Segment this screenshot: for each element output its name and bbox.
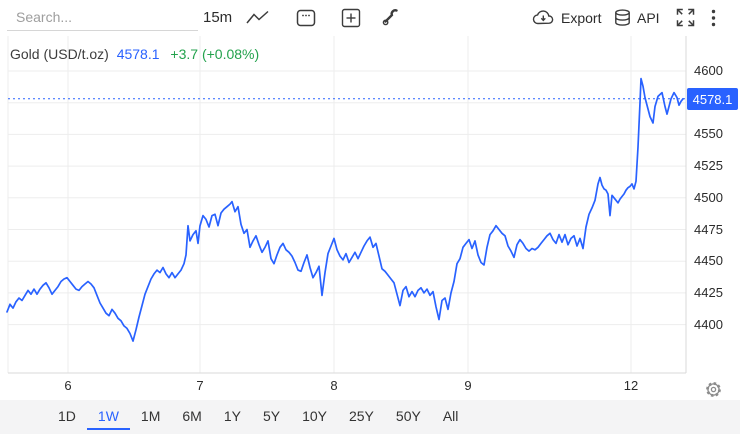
y-axis-label: 4425 <box>694 285 723 300</box>
indicators-button[interactable] <box>381 0 400 35</box>
y-axis-label: 4450 <box>694 253 723 268</box>
wrench-icon <box>381 8 400 27</box>
price-change-value: +3.7 (+0.08%) <box>170 46 260 62</box>
api-label: API <box>637 9 660 26</box>
last-price-value: 4578.1 <box>116 46 160 62</box>
y-axis-label: 4500 <box>694 190 723 205</box>
toolbar: 15m <box>0 0 740 36</box>
y-axis-label: 4525 <box>694 158 723 173</box>
x-axis-label: 7 <box>196 378 204 393</box>
gear-icon <box>704 382 723 402</box>
current-price-badge: 4578.1 <box>687 88 738 110</box>
calendar-icon <box>296 8 316 28</box>
search-input[interactable] <box>7 3 198 30</box>
y-axis-label: 4550 <box>694 126 723 141</box>
fullscreen-button[interactable] <box>676 0 695 35</box>
range-button-1m[interactable]: 1M <box>130 403 171 430</box>
calendar-button[interactable] <box>296 0 316 35</box>
range-button-1w[interactable]: 1W <box>86 403 130 430</box>
database-icon <box>614 8 631 27</box>
plus-square-icon <box>341 8 361 28</box>
range-button-1d[interactable]: 1D <box>47 403 87 430</box>
range-button-10y[interactable]: 10Y <box>291 403 338 430</box>
range-button-5y[interactable]: 5Y <box>252 403 291 430</box>
export-label: Export <box>561 9 602 26</box>
range-button-1y[interactable]: 1Y <box>213 403 252 430</box>
search-field <box>7 3 198 31</box>
api-button[interactable]: API <box>614 0 660 35</box>
x-axis-label: 8 <box>330 378 338 393</box>
y-axis-label: 4400 <box>694 317 723 332</box>
y-axis-label: 4475 <box>694 222 723 237</box>
fullscreen-expand-icon <box>676 8 695 27</box>
chart-settings-button[interactable] <box>703 380 723 400</box>
more-menu-button[interactable] <box>711 0 716 35</box>
x-axis-label: 6 <box>64 378 72 393</box>
x-axis-label: 9 <box>464 378 472 393</box>
x-axis-label: 12 <box>623 378 639 393</box>
kebab-menu-icon <box>711 9 716 27</box>
export-button[interactable]: Export <box>532 0 601 35</box>
interval-dropdown[interactable]: 15m <box>203 0 232 35</box>
chart-legend: Gold (USD/t.oz) 4578.1 +3.7 (+0.08%) <box>10 46 259 62</box>
range-button-50y[interactable]: 50Y <box>385 403 432 430</box>
cloud-download-icon <box>532 9 555 26</box>
chart-type-button[interactable] <box>246 0 269 35</box>
range-button-all[interactable]: All <box>432 403 470 430</box>
range-button-25y[interactable]: 25Y <box>338 403 385 430</box>
range-button-6m[interactable]: 6M <box>171 403 212 430</box>
price-series-line <box>6 77 684 342</box>
range-selector-bar: 1D 1W 1M 6M 1Y 5Y 10Y 25Y 50Y All <box>0 400 740 434</box>
gridlines <box>7 36 687 374</box>
y-axis-label: 4600 <box>694 63 723 78</box>
instrument-name: Gold (USD/t.oz) <box>10 46 109 62</box>
line-chart-icon <box>246 10 269 25</box>
compare-add-button[interactable] <box>341 0 361 35</box>
